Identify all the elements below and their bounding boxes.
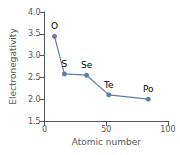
svg-text:Te: Te xyxy=(103,80,114,90)
svg-text:O: O xyxy=(51,21,58,31)
svg-text:50: 50 xyxy=(101,125,111,134)
svg-text:S: S xyxy=(62,59,68,69)
svg-text:2.5: 2.5 xyxy=(28,73,41,82)
svg-text:Electronegativity: Electronegativity xyxy=(8,28,18,105)
svg-text:0: 0 xyxy=(42,125,47,134)
svg-text:Atomic number: Atomic number xyxy=(72,137,142,147)
svg-text:2.0: 2.0 xyxy=(28,95,41,104)
svg-text:Se: Se xyxy=(81,60,93,70)
svg-text:3.0: 3.0 xyxy=(28,51,41,60)
svg-text:Po: Po xyxy=(143,84,154,94)
svg-text:4.0: 4.0 xyxy=(28,8,41,17)
svg-text:3.5: 3.5 xyxy=(28,29,41,38)
svg-text:100: 100 xyxy=(160,125,175,134)
svg-text:1.5: 1.5 xyxy=(28,117,41,126)
